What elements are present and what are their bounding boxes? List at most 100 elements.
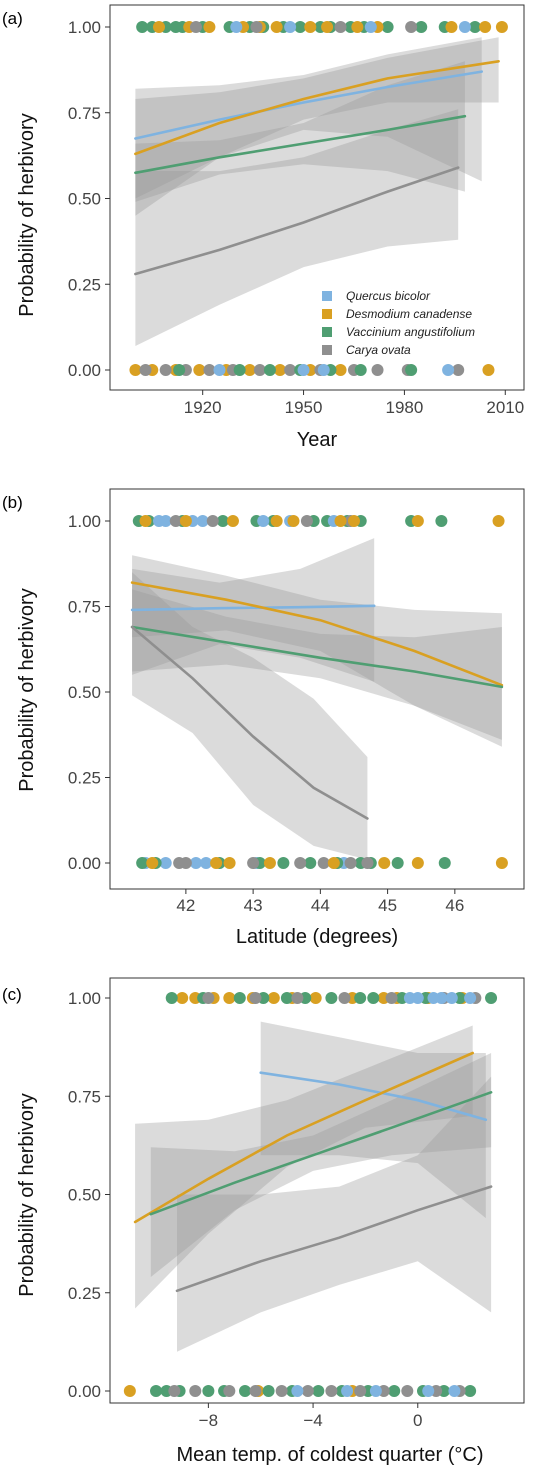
panel-b-x-tick-label: 43 — [244, 896, 263, 915]
panel-c-fit-line-carya-ovata — [175, 1185, 493, 1293]
panel-b-point-desmodium-canadense — [492, 515, 505, 527]
legend-key-carya-ovata — [322, 345, 332, 355]
panel-c-point-carya-ovata — [202, 992, 215, 1004]
panel-c-point-quercus-bicolor — [411, 992, 424, 1004]
panel-a-point-desmodium-canadense — [479, 21, 492, 33]
panel-b-point-desmodium-canadense — [347, 515, 360, 527]
panel-c-point-carya-ovata — [301, 1385, 314, 1397]
panel-b-plot-area: 0.00 0.25 0.50 0.75 1.00 42 43 44 45 46 — [68, 512, 508, 915]
panel-c-point-carya-ovata — [249, 992, 262, 1004]
panel-b-fit-line-carya-ovata — [130, 625, 369, 820]
panel-a-point-carya-ovata — [189, 21, 202, 33]
panel-a-fit-line-carya-ovata — [134, 166, 460, 276]
panel-c-point-carya-ovata — [338, 992, 351, 1004]
panel-a-point-desmodium-canadense — [152, 21, 165, 33]
panel-a-ci-band-vaccinium-angustifolium — [135, 61, 465, 202]
panel-a-point-quercus-bicolor — [297, 364, 310, 376]
panel-a-y-tick-label: 1.00 — [68, 18, 101, 37]
panel-c-point-vaccinium-angustifolium — [325, 992, 338, 1004]
panel-c-label: (c) — [2, 985, 22, 1004]
panel-c-ci-band-vaccinium-angustifolium — [150, 1053, 492, 1277]
panel-b-frame — [109, 488, 525, 890]
legend-label-carya-ovata: Carya ovata — [346, 343, 411, 357]
panel-b-y-tick-label: 0.75 — [68, 598, 101, 617]
panel-c-point-vaccinium-angustifolium — [262, 1385, 275, 1397]
panel-c-y-tick-label: 0.50 — [68, 1186, 101, 1205]
panel-c: (c) 0.00 0.25 0.50 0.75 1.00 −8 −4 0 Probabilit… — [2, 977, 525, 1466]
panel-c-point-vaccinium-angustifolium — [233, 992, 246, 1004]
legend-key-quercus-bicolor — [322, 291, 332, 301]
panel-c-point-vaccinium-angustifolium — [165, 992, 178, 1004]
panel-a-y-axis-title: Probability of herbivory — [16, 113, 38, 316]
panel-b-x-tick-label: 42 — [176, 896, 195, 915]
panel-b-point-vaccinium-angustifolium — [435, 515, 448, 527]
panel-b-point-desmodium-canadense — [411, 857, 424, 869]
panel-c-fit-line-quercus-bicolor — [259, 1071, 488, 1122]
panel-a-point-desmodium-canadense — [321, 21, 334, 33]
panel-c-point-vaccinium-angustifolium — [280, 992, 293, 1004]
panel-c-frame — [109, 977, 525, 1404]
panel-c-fit-line-desmodium-canadense — [133, 1051, 474, 1224]
panel-a-point-vaccinium-angustifolium — [415, 21, 428, 33]
panel-b-y-axis-title: Probability of herbivory — [16, 588, 38, 791]
panel-a-label: (a) — [2, 9, 23, 28]
panel-a-point-desmodium-canadense — [274, 364, 287, 376]
panel-b-point-desmodium-canadense — [179, 515, 192, 527]
panel-c-point-vaccinium-angustifolium — [367, 992, 380, 1004]
panel-a-point-vaccinium-angustifolium — [354, 364, 367, 376]
panel-c-point-carya-ovata — [275, 1385, 288, 1397]
panel-c-point-desmodium-canadense — [309, 992, 322, 1004]
panel-b-x-axis-title: Latitude (degrees) — [236, 926, 398, 948]
panel-b-x-tick-label: 45 — [378, 896, 397, 915]
panel-a-point-desmodium-canadense — [304, 21, 317, 33]
panel-a-point-quercus-bicolor — [458, 21, 471, 33]
panel-b-ci-band-desmodium-canadense — [132, 555, 502, 747]
panel-a-point-carya-ovata — [203, 364, 216, 376]
panel-b-point-desmodium-canadense — [287, 515, 300, 527]
panel-b-y-tick-label: 0.50 — [68, 683, 101, 702]
panel-b-point-vaccinium-angustifolium — [277, 857, 290, 869]
panel-c-y-tick-label: 0.00 — [68, 1382, 101, 1401]
panel-b-point-desmodium-canadense — [411, 515, 424, 527]
panel-a-point-quercus-bicolor — [284, 21, 297, 33]
panel-c-fit-line-vaccinium-angustifolium — [149, 1091, 493, 1216]
panel-c-point-carya-ovata — [291, 992, 304, 1004]
panel-a-point-quercus-bicolor — [442, 364, 455, 376]
panel-b-ci-band-carya-ovata — [132, 572, 368, 860]
panel-a-point-carya-ovata — [284, 364, 297, 376]
panel-c-point-carya-ovata — [189, 1385, 202, 1397]
panel-c-point-vaccinium-angustifolium — [312, 1385, 325, 1397]
panel-a-y-tick-label: 0.25 — [68, 275, 101, 294]
panel-b-point-vaccinium-angustifolium — [136, 857, 149, 869]
panel-c-point-vaccinium-angustifolium — [388, 1385, 401, 1397]
panel-c-ci-band-desmodium-canadense — [135, 1025, 473, 1309]
panel-c-x-tick-label: −8 — [199, 1411, 218, 1430]
panel-a-point-carya-ovata — [250, 21, 263, 33]
legend-label-quercus-bicolor: Quercus bicolor — [346, 289, 431, 303]
panel-a-point-vaccinium-angustifolium — [136, 21, 149, 33]
panel-c-point-carya-ovata — [168, 1385, 181, 1397]
panel-a-point-carya-ovata — [405, 21, 418, 33]
panel-a-x-tick-label: 2010 — [486, 398, 524, 417]
panel-b-point-desmodium-canadense — [146, 857, 159, 869]
panel-a-point-desmodium-canadense — [193, 364, 206, 376]
panel-b-ci-band-quercus-bicolor — [132, 538, 375, 682]
panel-a-fit-line-vaccinium-angustifolium — [134, 114, 467, 175]
panel-b-point-vaccinium-angustifolium — [391, 857, 404, 869]
panel-b-point-desmodium-canadense — [223, 857, 236, 869]
panel-a-fit-line-desmodium-canadense — [134, 60, 500, 156]
panel-c-point-vaccinium-angustifolium — [485, 992, 498, 1004]
panel-b-point-carya-ovata — [206, 515, 219, 527]
panel-a-y-tick-label: 0.50 — [68, 190, 101, 209]
panel-c-point-desmodium-canadense — [176, 992, 189, 1004]
panel-b-y-tick-label: 0.25 — [68, 769, 101, 788]
panel-c-point-carya-ovata — [223, 1385, 236, 1397]
panel-c-point-quercus-bicolor — [464, 992, 477, 1004]
panel-c-point-desmodium-canadense — [267, 992, 280, 1004]
panel-c-point-vaccinium-angustifolium — [239, 1385, 252, 1397]
panel-a-point-desmodium-canadense — [334, 364, 347, 376]
legend-label-vaccinium-angustifolium: Vaccinium angustifolium — [346, 325, 475, 339]
legend-label-desmodium-canadense: Desmodium canadense — [346, 307, 472, 321]
panel-b-y-tick-label: 1.00 — [68, 512, 101, 531]
panel-c-point-carya-ovata — [325, 1385, 338, 1397]
